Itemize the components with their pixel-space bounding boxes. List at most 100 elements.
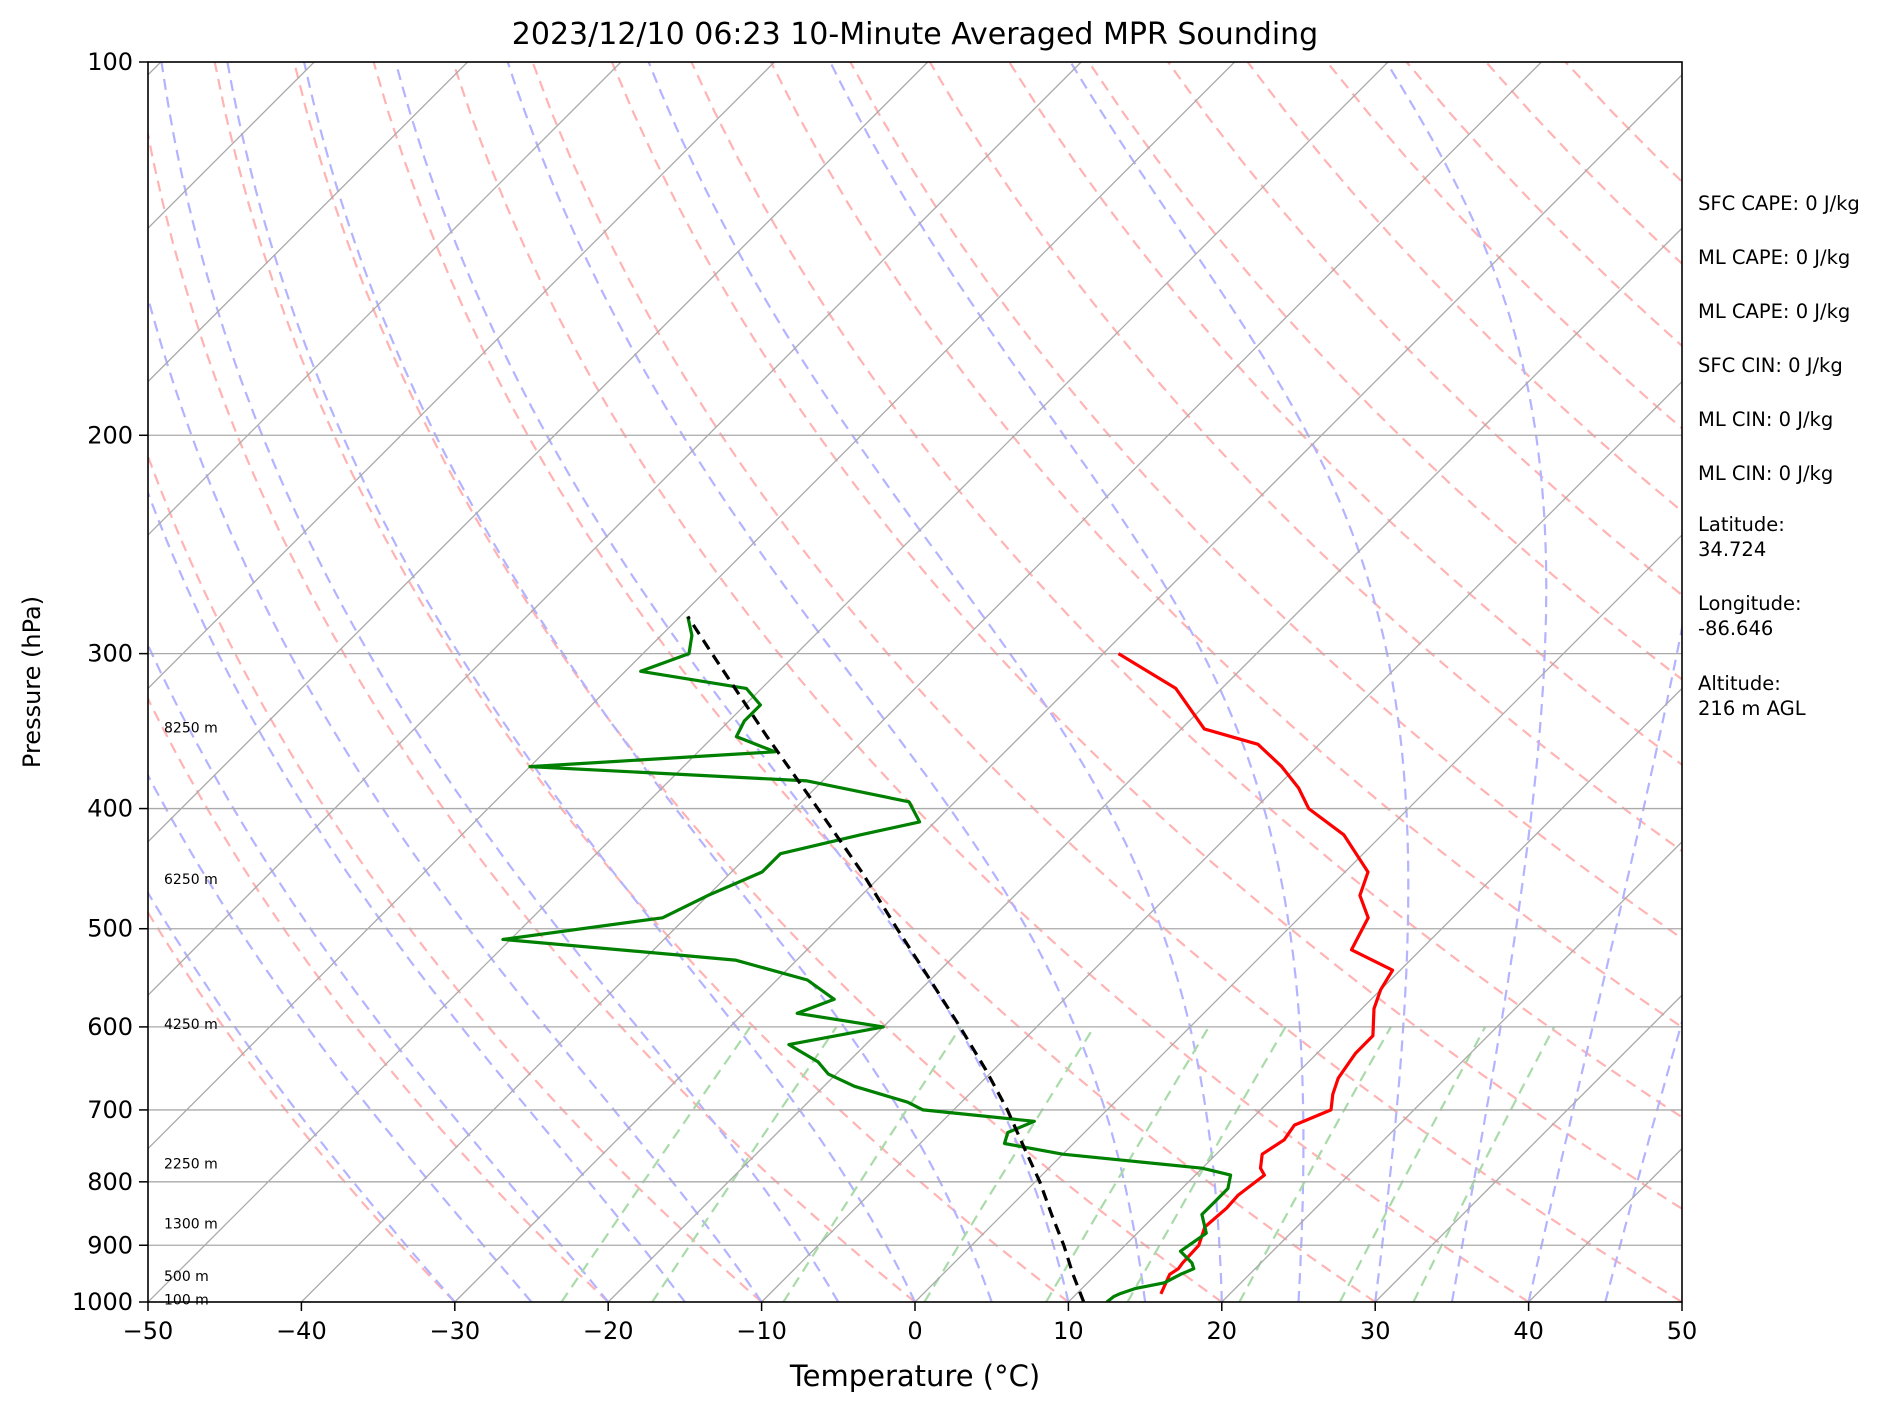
height-labels: 100 m 500 m 1300 m 2250 m 4250 m 6250 m 8250 m <box>164 720 218 1308</box>
parcel-line <box>686 615 1086 1302</box>
height-label: 1300 m <box>164 1216 218 1232</box>
moist-adiabat <box>160 62 840 1302</box>
y-tick-label: 200 <box>87 421 133 449</box>
height-label: 6250 m <box>164 872 218 888</box>
height-label: 2250 m <box>164 1156 218 1172</box>
x-tick-label: 10 <box>1053 1317 1084 1345</box>
isotherm-line <box>300 62 1542 1302</box>
x-tick-label: 40 <box>1513 1317 1544 1345</box>
y-tick-label: 100 <box>87 48 133 76</box>
x-tick-label: 20 <box>1207 1317 1238 1345</box>
isotherm-line <box>607 227 1682 1302</box>
dry-adiabat <box>148 696 609 1302</box>
moist-adiabat <box>226 62 916 1302</box>
isotherm-line <box>1067 687 1682 1302</box>
moist-adiabat <box>394 62 1070 1302</box>
x-tick-label: 50 <box>1667 1317 1698 1345</box>
temperature-line <box>1117 652 1395 1295</box>
x-tick-label: 30 <box>1360 1317 1391 1345</box>
isotherm-line <box>148 62 775 690</box>
dry-adiabat <box>148 453 763 1302</box>
y-tick-label: 300 <box>87 640 133 668</box>
parameter-annotation: SFC CAPE: 0 J/kg <box>1698 192 1860 215</box>
dry-adiabat <box>928 62 1682 853</box>
isotherm-line <box>454 73 1682 1302</box>
dry-adiabat <box>451 62 1530 1302</box>
latitude-label: Latitude: <box>1698 513 1785 536</box>
dry-adiabat <box>1167 62 1682 597</box>
mixing-ratio-line <box>1045 1026 1210 1302</box>
isotherm-line <box>148 62 469 383</box>
isotherm-line <box>914 534 1682 1302</box>
station-info: Latitude: 34.724 Longitude: -86.646 Alti… <box>1698 513 1806 720</box>
moist-adiabat <box>148 489 686 1302</box>
pressure-gridlines <box>148 62 1682 1302</box>
moist-adiabat <box>647 62 1223 1302</box>
altitude-value: 216 m AGL <box>1698 697 1806 720</box>
parameter-annotation: ML CIN: 0 J/kg <box>1698 462 1833 485</box>
sounding-traces <box>501 615 1395 1302</box>
dry-adiabat <box>769 62 1682 1029</box>
dry-adiabat <box>148 910 456 1302</box>
dry-adiabat <box>213 62 1070 1302</box>
dry-adiabat <box>293 62 1223 1302</box>
x-axis-label: Temperature (°C) <box>789 1359 1040 1393</box>
moist-adiabat <box>1385 62 1548 1302</box>
moist-adiabat <box>829 62 1305 1302</box>
y-tick-label: 800 <box>87 1168 133 1196</box>
y-tick-label: 1000 <box>72 1288 133 1316</box>
dry-adiabat <box>849 62 1682 940</box>
plot-area <box>148 62 1682 1302</box>
chart-title: 2023/12/10 06:23 10-Minute Averaged MPR … <box>512 17 1318 52</box>
y-tick-label: 700 <box>87 1096 133 1124</box>
moist-adiabat <box>148 293 763 1302</box>
dry-adiabat <box>1087 62 1682 681</box>
y-tick-label: 900 <box>87 1231 133 1259</box>
moist-adiabat <box>148 773 533 1302</box>
x-tick-label: 0 <box>907 1317 922 1345</box>
y-tick-label: 400 <box>87 795 133 823</box>
x-axis-ticks: −50 −40 −30 −20 −10 0 10 20 30 40 50 <box>123 1302 1698 1345</box>
y-tick-label: 600 <box>87 1013 133 1041</box>
parameter-annotation: SFC CIN: 0 J/kg <box>1698 354 1843 377</box>
dry-adiabats <box>148 62 1682 1302</box>
parameter-annotation: ML CIN: 0 J/kg <box>1698 408 1833 431</box>
longitude-label: Longitude: <box>1698 592 1802 615</box>
moist-adiabat <box>1527 622 1682 1302</box>
parameter-annotations: SFC CAPE: 0 J/kg ML CAPE: 0 J/kg ML CAPE: … <box>1698 192 1860 485</box>
dry-adiabat <box>372 62 1376 1302</box>
latitude-value: 34.724 <box>1698 538 1766 561</box>
moist-adiabat <box>148 642 610 1302</box>
isotherm-line <box>1221 840 1682 1302</box>
height-label: 8250 m <box>164 720 218 736</box>
x-tick-label: −40 <box>276 1317 327 1345</box>
height-label: 4250 m <box>164 1017 218 1033</box>
moist-adiabat <box>148 890 456 1302</box>
isotherm-line <box>148 62 1389 1302</box>
moist-adiabat <box>506 62 1147 1302</box>
dry-adiabat <box>610 62 1682 1211</box>
y-tick-label: 500 <box>87 915 133 943</box>
y-axis-label: Pressure (hPa) <box>18 596 46 768</box>
dry-adiabat <box>690 62 1682 1119</box>
mixing-ratio-line <box>782 1026 962 1302</box>
y-axis-ticks: 100 200 300 400 500 600 700 800 900 1000 <box>72 48 148 1316</box>
longitude-value: -86.646 <box>1698 617 1773 640</box>
height-label: 500 m <box>164 1269 209 1285</box>
parameter-annotation: ML CAPE: 0 J/kg <box>1698 246 1850 269</box>
x-tick-label: −20 <box>583 1317 634 1345</box>
moist-adiabat <box>1604 1018 1682 1302</box>
parameter-annotation: ML CAPE: 0 J/kg <box>1698 300 1850 323</box>
moist-adiabats <box>148 62 1682 1302</box>
isotherm-line <box>148 62 622 536</box>
altitude-label: Altitude: <box>1698 672 1781 695</box>
isotherm-line <box>148 62 1082 997</box>
x-tick-label: −50 <box>123 1317 174 1345</box>
isotherm-line <box>761 380 1682 1302</box>
x-tick-label: −30 <box>429 1317 480 1345</box>
mixing-ratio-line <box>923 1026 1095 1302</box>
mixing-ratio-line <box>1126 1026 1287 1302</box>
isotherms <box>148 62 1682 1302</box>
moist-adiabat <box>303 62 993 1302</box>
